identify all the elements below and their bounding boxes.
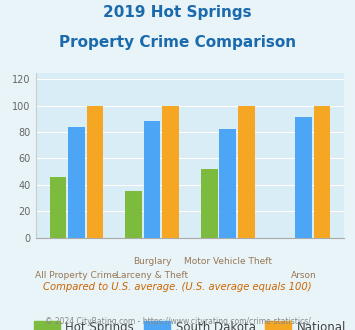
Text: All Property Crime: All Property Crime [35,271,118,280]
Text: © 2024 CityRating.com - https://www.cityrating.com/crime-statistics/: © 2024 CityRating.com - https://www.city… [45,317,310,326]
Bar [50,177,66,238]
Text: Compared to U.S. average. (U.S. average equals 100): Compared to U.S. average. (U.S. average … [43,282,312,292]
Text: Burglary: Burglary [133,257,171,266]
Bar [144,121,160,238]
Legend: Hot Springs, South Dakota, National: Hot Springs, South Dakota, National [29,316,351,330]
Text: Property Crime Comparison: Property Crime Comparison [59,35,296,50]
Text: Arson: Arson [291,271,316,280]
Bar [162,106,179,238]
Bar [201,169,218,238]
Text: Motor Vehicle Theft: Motor Vehicle Theft [184,257,272,266]
Bar [314,106,330,238]
Text: Larceny & Theft: Larceny & Theft [116,271,188,280]
Bar [219,129,236,238]
Text: 2019 Hot Springs: 2019 Hot Springs [103,5,252,20]
Bar [238,106,255,238]
Bar [68,127,85,238]
Bar [87,106,103,238]
Bar [125,191,142,238]
Bar [295,117,312,238]
